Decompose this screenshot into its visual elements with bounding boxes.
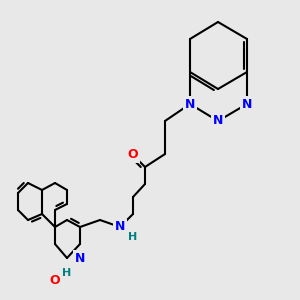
Text: N: N: [185, 98, 195, 110]
Text: O: O: [50, 274, 60, 286]
Text: N: N: [242, 98, 252, 110]
Text: H: H: [62, 268, 72, 278]
Text: N: N: [115, 220, 125, 233]
Text: O: O: [128, 148, 138, 161]
Text: H: H: [128, 232, 138, 242]
Text: N: N: [213, 115, 223, 128]
Text: N: N: [75, 251, 85, 265]
